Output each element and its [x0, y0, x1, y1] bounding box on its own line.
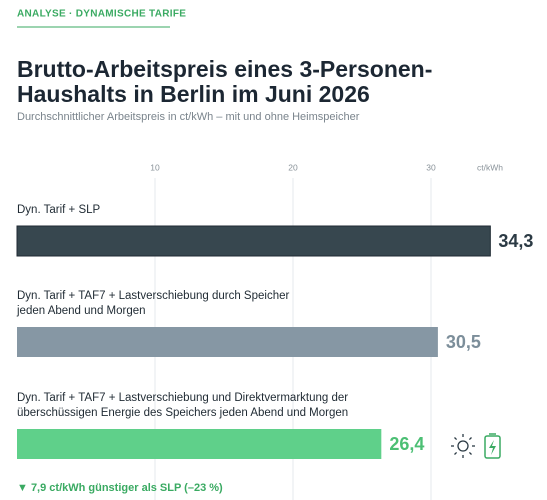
x-axis-unit: ct/kWh [477, 162, 503, 172]
chart-title: Brutto-Arbeitspreis eines 3-Personen- [17, 56, 432, 82]
kicker: ANALYSE · DYNAMISCHE TARIFE [17, 9, 186, 20]
category-label: Dyn. Tarif + SLP [17, 204, 101, 216]
category-label: Dyn. Tarif + TAF7 + Lastverschiebung dur… [17, 290, 290, 317]
sun-icon [451, 434, 475, 458]
bar [17, 327, 438, 357]
value-label: 30,5 [446, 332, 481, 352]
value-label: 34,3 [498, 231, 533, 251]
value-label: 26,4 [389, 434, 424, 454]
annotation: ▼ 7,9 ct/kWh günstiger als SLP (–23 %) [17, 482, 223, 494]
chart-subtitle: Durchschnittlicher Arbeitspreis in ct/kW… [17, 111, 360, 123]
bar [16, 225, 491, 257]
battery-icon [484, 433, 501, 459]
chart-title: Haushalts in Berlin im Juni 2026 [17, 81, 370, 107]
bar [17, 429, 382, 459]
x-tick-label: 20 [288, 162, 298, 172]
x-tick-label: 30 [426, 162, 436, 172]
x-tick-label: 10 [150, 162, 160, 172]
category-label: Dyn. Tarif + TAF7 + Lastverschiebung und… [17, 392, 349, 419]
